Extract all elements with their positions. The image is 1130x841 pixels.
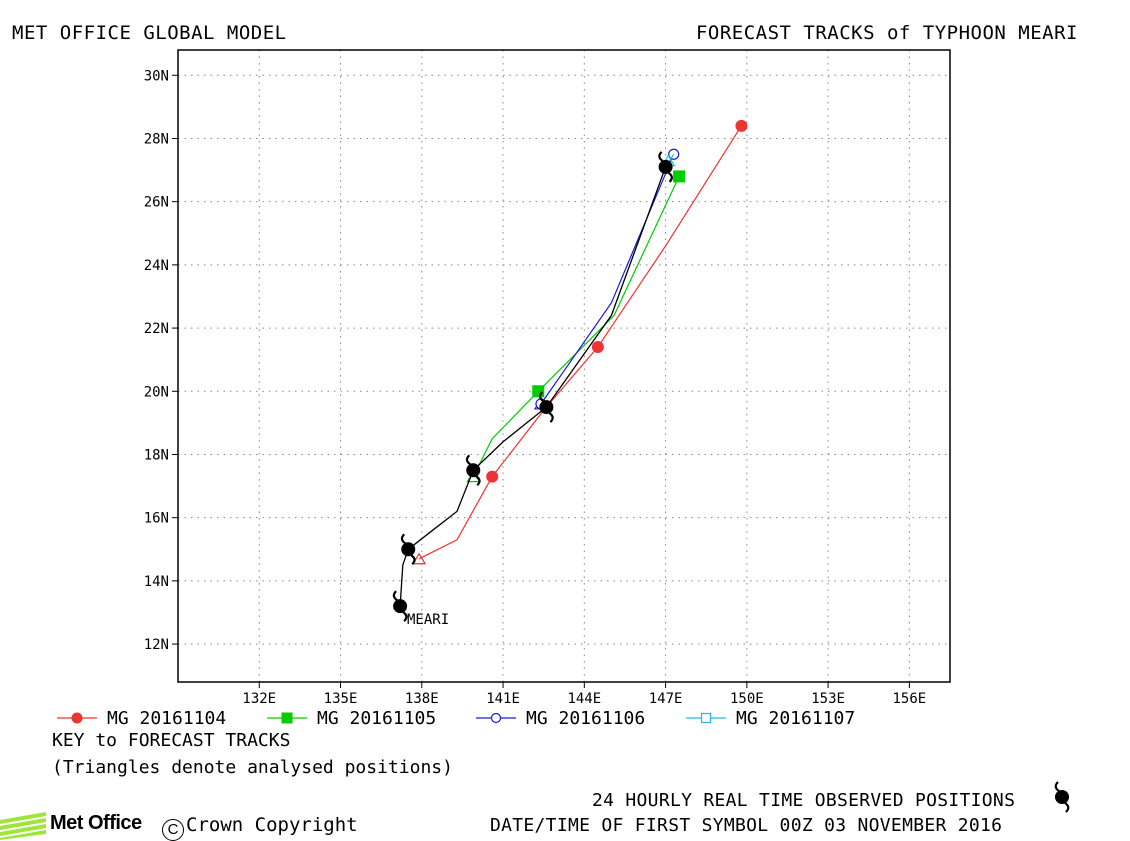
date-time-label: DATE/TIME OF FIRST SYMBOL 00Z 03 NOVEMBE…: [490, 815, 1003, 836]
forecast-marker: [490, 712, 502, 724]
y-tick-label: 28N: [144, 131, 169, 147]
x-tick-label: 138E: [405, 691, 439, 707]
storm-label: MEARI: [407, 612, 449, 628]
y-tick-label: 22N: [144, 321, 169, 337]
analysis-triangle: [412, 552, 427, 565]
forecast-marker: [532, 385, 545, 398]
copyright-icon: C: [162, 819, 184, 841]
typhoon-core: [401, 542, 416, 557]
series-line: [540, 154, 675, 405]
axis-ticks: 132E 135E 138E 141E 144E 147E 150E 153E 156E 12N 1…: [144, 68, 927, 707]
forecast-marker: [668, 148, 680, 160]
typhoon-arm-top: [392, 590, 398, 602]
observed-track: [392, 151, 673, 622]
legend-label: MG 20161104: [107, 708, 226, 729]
y-tick-label: 16N: [144, 511, 169, 527]
x-tick-label: 150E: [730, 691, 764, 707]
legend-note: (Triangles denote analysed positions): [52, 757, 453, 778]
typhoon-arm-bottom: [548, 412, 554, 423]
typhoon-symbol: [539, 391, 554, 423]
typhoon-core: [393, 599, 408, 614]
y-tick-label: 26N: [144, 195, 169, 211]
forecast-marker: [735, 119, 748, 132]
typhoon-arm-top: [400, 533, 406, 545]
legend: MG 20161104 MG 20161105 MG 20161106 MG 2016…: [57, 708, 855, 729]
x-tick-label: 156E: [893, 691, 927, 707]
x-tick-label: 147E: [649, 691, 683, 707]
typhoon-core: [466, 463, 481, 478]
x-tick-label: 141E: [486, 691, 520, 707]
typhoon-symbol: [392, 590, 408, 622]
typhoon-arm-top: [465, 454, 471, 466]
plot-frame: [177, 49, 951, 683]
y-tick-label: 12N: [144, 637, 169, 653]
y-tick-label: 18N: [144, 447, 169, 463]
legend-label: MG 20161107: [736, 708, 855, 729]
typhoon-core: [539, 400, 554, 415]
header-left-title: MET OFFICE GLOBAL MODEL: [12, 22, 287, 44]
series-line: [418, 125, 742, 560]
typhoon-arm-bottom: [402, 611, 408, 622]
typhoon-symbol: [400, 533, 416, 566]
forecast-marker: [486, 470, 499, 483]
y-tick-label: 30N: [144, 68, 169, 84]
observed-track-line: [399, 166, 667, 607]
typhoon-symbol: [658, 151, 673, 183]
met-office-logo-text: Met Office: [50, 812, 142, 834]
legend-label: MG 20161106: [526, 708, 645, 729]
copyright: C Crown Copyright: [162, 814, 358, 841]
typhoon-arm-top: [1054, 781, 1060, 792]
x-tick-label: 153E: [811, 691, 845, 707]
copyright-text: Crown Copyright: [186, 814, 358, 836]
legend-label: MG 20161105: [317, 708, 436, 729]
typhoon-arm-bottom: [410, 554, 416, 566]
forecast-marker: [673, 170, 686, 183]
met-office-logo-icon: [0, 812, 46, 840]
typhoon-symbol: [1054, 781, 1070, 813]
series-line: [472, 176, 680, 477]
typhoon-arm-top: [658, 151, 664, 162]
x-tick-label: 135E: [324, 691, 358, 707]
forecast-marker: [71, 712, 83, 724]
chart-title: FORECAST TRACKS of TYPHOON MEARI: [695, 22, 1078, 44]
typhoon-arm-bottom: [1064, 802, 1070, 813]
observed-positions-label: 24 HOURLY REAL TIME OBSERVED POSITIONS: [592, 790, 1016, 811]
forecast-marker: [700, 712, 712, 724]
typhoon-arm-bottom: [667, 172, 673, 183]
y-tick-label: 24N: [144, 258, 169, 274]
forecast-marker: [281, 712, 293, 724]
typhoon-arm-bottom: [475, 475, 481, 487]
grid-lines: [178, 50, 950, 682]
x-tick-label: 132E: [242, 691, 276, 707]
forecast-marker: [591, 341, 604, 354]
typhoon-symbol-icon: [1054, 781, 1070, 813]
typhoon-core: [658, 159, 673, 174]
x-tick-label: 144E: [567, 691, 601, 707]
typhoon-arm-top: [539, 391, 545, 402]
typhoon-core: [1055, 790, 1069, 804]
y-tick-label: 20N: [144, 384, 169, 400]
y-tick-label: 14N: [144, 574, 169, 590]
typhoon-symbol: [465, 454, 481, 487]
legend-key-title: KEY to FORECAST TRACKS: [52, 730, 290, 751]
